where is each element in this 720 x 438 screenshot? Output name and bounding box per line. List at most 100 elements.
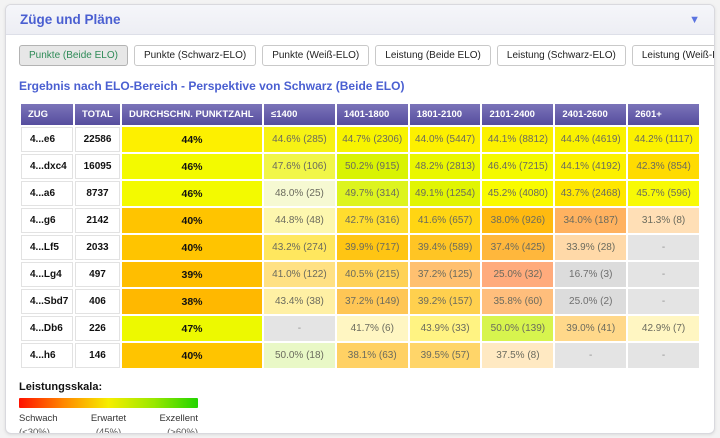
score-cell: - xyxy=(628,262,699,287)
move-label: 4...e6 xyxy=(21,127,73,152)
score-cell: 41.7% (6) xyxy=(336,316,408,341)
move-label: 4...a6 xyxy=(21,181,73,206)
score-cell: 16.7% (3) xyxy=(555,262,627,287)
score-cell: 44.2% (1117) xyxy=(628,127,699,152)
score-cell: 38.0% (926) xyxy=(482,208,554,233)
move-label: 4...Db6 xyxy=(21,316,73,341)
average-score-cell: 40% xyxy=(122,343,262,368)
score-cell: 44.1% (8812) xyxy=(482,127,554,152)
score-cell: 41.6% (657) xyxy=(409,208,481,233)
legend-label-erwartet: Erwartet (45%) xyxy=(90,412,127,434)
zuege-und-plaene-panel: Züge und Pläne ▼ Punkte (Beide ELO) Punkt… xyxy=(5,4,715,434)
score-cell: 43.4% (38) xyxy=(264,289,335,314)
legend-label-name: Erwartet xyxy=(90,413,127,424)
score-cell: 48.2% (2813) xyxy=(409,154,481,179)
move-label: 4...Lg4 xyxy=(21,262,73,287)
score-cell: 44.8% (48) xyxy=(264,208,335,233)
panel-header: Züge und Pläne ▼ xyxy=(6,5,714,35)
score-cell: 33.9% (28) xyxy=(555,235,627,260)
tab-5[interactable]: Leistung (Weiß-ELO) xyxy=(631,45,714,66)
score-cell: 44.4% (4619) xyxy=(555,127,627,152)
score-cell: 37.5% (8) xyxy=(482,343,554,368)
score-cell: 43.9% (33) xyxy=(409,316,481,341)
average-score-cell: 40% xyxy=(122,235,262,260)
score-cell: 44.1% (4192) xyxy=(555,154,627,179)
score-cell: 42.3% (854) xyxy=(628,154,699,179)
total-games: 22586 xyxy=(75,127,120,152)
legend-label-schwach: Schwach (<30%) xyxy=(19,412,58,434)
legend-label-name: Schwach xyxy=(19,413,58,424)
legend-label-range: (<30%) xyxy=(19,427,50,434)
average-score-cell: 44% xyxy=(122,127,262,152)
view-tabs: Punkte (Beide ELO) Punkte (Schwarz-ELO) Pu… xyxy=(19,45,714,66)
column-header-1: TOTAL xyxy=(75,104,120,125)
column-header-2: DURCHSCHN. PUNKTZAHL xyxy=(122,104,262,125)
table-header-row: ZUG TOTAL DURCHSCHN. PUNKTZAHL ≤1400 1401-18… xyxy=(21,104,699,125)
score-cell: 39.4% (589) xyxy=(409,235,481,260)
column-header-5: 1801-2100 xyxy=(409,104,481,125)
chevron-collapse-icon[interactable]: ▼ xyxy=(689,13,700,26)
move-label: 4...g6 xyxy=(21,208,73,233)
score-cell: 44.0% (5447) xyxy=(409,127,481,152)
score-cell: 45.7% (596) xyxy=(628,181,699,206)
total-games: 497 xyxy=(75,262,120,287)
score-cell: - xyxy=(264,316,335,341)
legend-gradient-bar xyxy=(19,398,198,408)
tab-2[interactable]: Punkte (Weiß-ELO) xyxy=(262,45,370,66)
score-cell: 37.4% (425) xyxy=(482,235,554,260)
column-header-3: ≤1400 xyxy=(264,104,335,125)
score-cell: 50.0% (139) xyxy=(482,316,554,341)
average-score-cell: 47% xyxy=(122,316,262,341)
score-cell: 39.9% (717) xyxy=(336,235,408,260)
legend-label-range: (>60%) xyxy=(167,427,198,434)
table-row: 4...dxc4 16095 46% 47.6% (106) 50.2% (915) 48… xyxy=(21,154,699,179)
column-header-8: 2601+ xyxy=(628,104,699,125)
total-games: 2142 xyxy=(75,208,120,233)
move-label: 4...Lf5 xyxy=(21,235,73,260)
table-row: 4...Sbd7 406 38% 43.4% (38) 37.2% (149) 39.2%… xyxy=(21,289,699,314)
score-cell: 34.0% (187) xyxy=(555,208,627,233)
score-cell: 44.7% (2306) xyxy=(336,127,408,152)
move-label: 4...h6 xyxy=(21,343,73,368)
score-cell: 47.6% (106) xyxy=(264,154,335,179)
score-cell: 45.2% (4080) xyxy=(482,181,554,206)
table-row: 4...Db6 226 47% -41.7% (6) 43.9% (33) 50.0% (… xyxy=(21,316,699,341)
average-score-cell: 46% xyxy=(122,154,262,179)
score-cell: 37.2% (125) xyxy=(409,262,481,287)
table-row: 4...a6 8737 46% 48.0% (25) 49.7% (314) 49.1% … xyxy=(21,181,699,206)
score-cell: 37.2% (149) xyxy=(336,289,408,314)
score-cell: 38.1% (63) xyxy=(336,343,408,368)
legend-label-exzellent: Exzellent (>60%) xyxy=(159,412,198,434)
score-cell: 50.2% (915) xyxy=(336,154,408,179)
score-cell: 40.5% (215) xyxy=(336,262,408,287)
legend-labels: Schwach (<30%) Erwartet (45%) Exzellent (>60%… xyxy=(19,412,198,434)
score-cell: - xyxy=(628,289,699,314)
score-cell: 43.7% (2468) xyxy=(555,181,627,206)
tab-3[interactable]: Leistung (Beide ELO) xyxy=(375,45,491,66)
legend-title: Leistungsskala: xyxy=(19,381,103,393)
score-cell: - xyxy=(628,343,699,368)
average-score-cell: 39% xyxy=(122,262,262,287)
total-games: 146 xyxy=(75,343,120,368)
score-cell: - xyxy=(628,235,699,260)
score-cell: 41.0% (122) xyxy=(264,262,335,287)
score-cell: 48.0% (25) xyxy=(264,181,335,206)
score-cell: 39.2% (157) xyxy=(409,289,481,314)
table-row: 4...h6 146 40% 50.0% (18) 38.1% (63) 39.5% (5… xyxy=(21,343,699,368)
legend-label-name: Exzellent xyxy=(159,413,198,424)
total-games: 2033 xyxy=(75,235,120,260)
score-cell: 46.4% (7215) xyxy=(482,154,554,179)
total-games: 16095 xyxy=(75,154,120,179)
score-cell: 50.0% (18) xyxy=(264,343,335,368)
tab-1[interactable]: Punkte (Schwarz-ELO) xyxy=(133,45,257,66)
column-header-7: 2401-2600 xyxy=(555,104,627,125)
panel-body: Punkte (Beide ELO) Punkte (Schwarz-ELO) Pu… xyxy=(6,35,714,434)
tab-0[interactable]: Punkte (Beide ELO) xyxy=(19,45,128,66)
score-cell: 49.1% (1254) xyxy=(409,181,481,206)
table-row: 4...Lg4 497 39% 41.0% (122) 40.5% (215) 37.2%… xyxy=(21,262,699,287)
score-cell: 35.8% (60) xyxy=(482,289,554,314)
tab-4[interactable]: Leistung (Schwarz-ELO) xyxy=(496,45,626,66)
legend-label-range: (45%) xyxy=(95,427,122,434)
score-cell: 25.0% (2) xyxy=(555,289,627,314)
score-cell: 39.0% (41) xyxy=(555,316,627,341)
